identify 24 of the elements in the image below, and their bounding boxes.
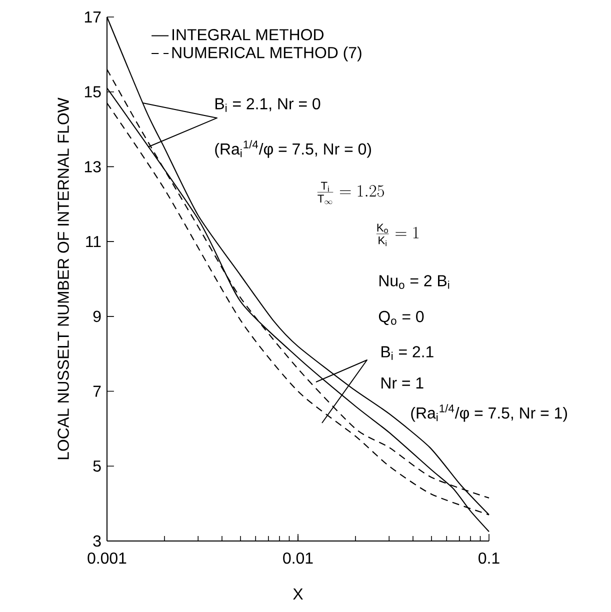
y-tick-label: 13 <box>84 161 101 172</box>
y-tick-label: 15 <box>84 86 101 98</box>
annotation: $\frac{\mathrm{T_i}}{\mathrm{T_\infty}} = 1.25$ <box>317 182 384 204</box>
annotation: Nu$_{o}$ = 2 B$_{i}$ <box>380 275 450 289</box>
y-tick-label: 11 <box>86 236 101 248</box>
y-axis-title: LOCAL NUSSELT NUMBER OF INTERNAL FLOW <box>58 98 69 460</box>
legend-label: NUMERICAL METHOD (7) <box>172 46 362 62</box>
annotation: B$_{i}$ = 2.1 <box>382 346 434 360</box>
y-tick-label: 9 <box>93 310 101 322</box>
annotation: Q$_{o}$ = 0 <box>378 310 424 326</box>
annotation: $\frac{\mathrm{K_o}}{\mathrm{K_i}} = 1$ <box>376 224 419 246</box>
x-axis-title: X <box>293 588 303 600</box>
x-tick-label: 0.001 <box>88 552 126 564</box>
annotation: Nr = 1 <box>382 378 424 388</box>
y-tick-label: 3 <box>93 535 101 547</box>
annotation: B$_{i}$ = 2.1, Nr = 0 <box>216 98 320 112</box>
legend-label: INTEGRAL METHOD <box>172 29 324 40</box>
annotation: (Ra$_{i}$$^{1/4}$/φ = 7.5, Nr = 1) <box>411 404 567 422</box>
y-tick-label: 7 <box>93 386 101 397</box>
x-tick-label: 0.01 <box>283 552 313 564</box>
x-tick-label: 0.1 <box>478 552 500 564</box>
y-tick-label: 17 <box>84 12 101 22</box>
annotation: (Ra$_{i}$$^{1/4}$/φ = 7.5, Nr = 0) <box>215 140 371 158</box>
y-tick-label: 5 <box>93 460 101 472</box>
